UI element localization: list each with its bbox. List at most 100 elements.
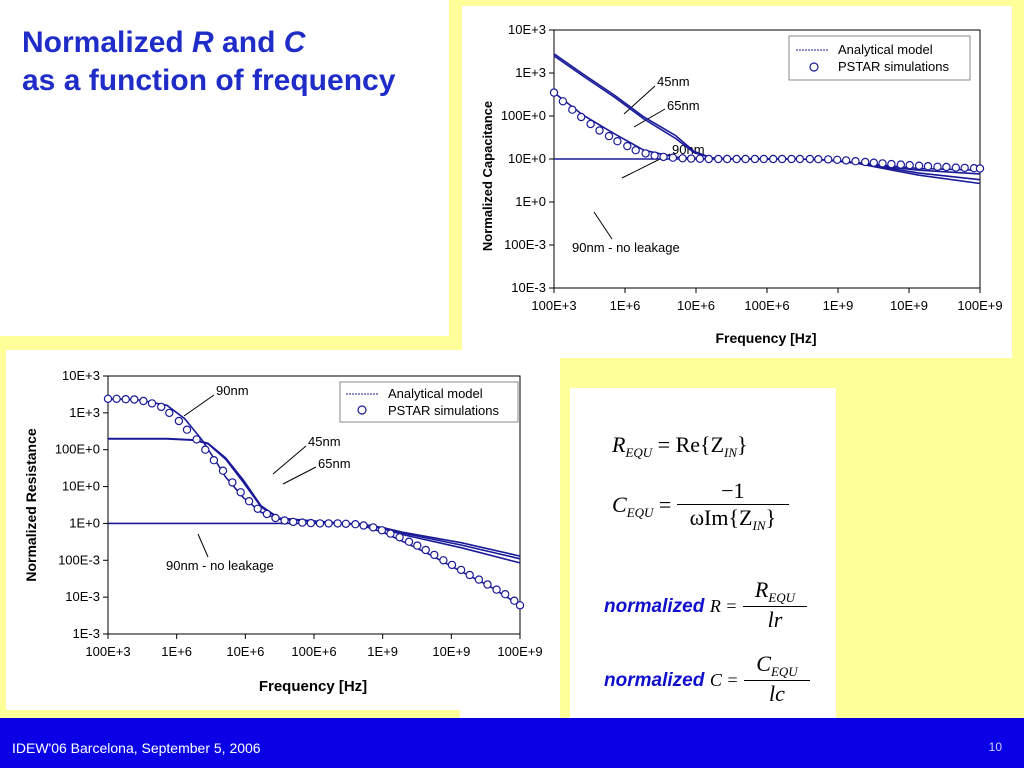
res-legend-analytical: Analytical model bbox=[388, 386, 483, 401]
capacitance-xtick-label: 10E+6 bbox=[677, 298, 715, 313]
slide-title: Normalized R and C as a function of freq… bbox=[22, 24, 395, 100]
capacitance-pstar-point bbox=[695, 154, 705, 163]
cap-legend-box bbox=[788, 35, 971, 81]
resistance-pstar-point bbox=[333, 519, 342, 528]
resistance-pstar-point bbox=[192, 435, 201, 444]
capacitance-pstar-point bbox=[549, 88, 559, 97]
capacitance-pstar-point bbox=[759, 154, 768, 164]
capacitance-pstar-point bbox=[887, 159, 896, 169]
capacitance-pstar-point bbox=[732, 154, 741, 164]
resistance-pstar-point bbox=[218, 466, 228, 475]
eq-norm-c-num: C bbox=[756, 651, 771, 676]
res-arrow-45nm bbox=[272, 445, 307, 475]
resistance-pstar-point bbox=[280, 516, 289, 525]
resistance-ytick-label: 1E+0 bbox=[69, 515, 100, 530]
capacitance-xtick-label: 100E+6 bbox=[744, 298, 789, 313]
eq-r-sub: EQU bbox=[625, 445, 653, 460]
resistance-ytick-label: 10E-3 bbox=[65, 589, 100, 604]
capacitance-pstar-point bbox=[923, 161, 933, 171]
capacitance-xtick-label: 10E+9 bbox=[890, 298, 928, 313]
capacitance-ytick-label: 1E+3 bbox=[515, 65, 546, 80]
capacitance-pstar-point bbox=[595, 126, 604, 135]
resistance-pstar-point bbox=[515, 601, 525, 610]
resistance-pstar-point bbox=[130, 395, 139, 404]
resistance-series-90nm-no-leakage bbox=[108, 522, 521, 557]
eq-c-den-text: ωIm{Z bbox=[689, 505, 753, 530]
eq-c-lhs: C bbox=[612, 491, 627, 517]
cap-legend-pstar: PSTAR simulations bbox=[838, 59, 950, 74]
cap-xlabel: Frequency [Hz] bbox=[715, 330, 816, 346]
resistance-pstar-point bbox=[510, 596, 519, 605]
res-label-noleak: 90nm - no leakage bbox=[166, 558, 274, 573]
capacitance-pstar-point bbox=[604, 131, 614, 141]
eq-norm-c: normalized C = CEQU lc bbox=[604, 651, 810, 707]
capacitance-pstar-point bbox=[951, 163, 960, 172]
capacitance-pstar-point bbox=[641, 149, 650, 158]
title-c: C bbox=[283, 26, 306, 59]
eq-r-zsub: IN bbox=[724, 445, 738, 460]
eq-norm-r-word: normalized bbox=[604, 596, 705, 617]
resistance-pstar-point bbox=[456, 565, 466, 575]
resistance-pstar-point bbox=[306, 518, 316, 528]
resistance-pstar-point bbox=[386, 529, 395, 538]
resistance-pstar-point bbox=[139, 396, 148, 406]
capacitance-pstar-point bbox=[905, 160, 914, 170]
capacitance-pstar-point bbox=[878, 159, 887, 168]
cap-ylabel: Normalized Capacitance bbox=[480, 101, 495, 251]
resistance-xtick-label: 100E+9 bbox=[497, 644, 542, 659]
capacitance-pstar-point bbox=[805, 154, 815, 164]
res-label-45nm: 45nm bbox=[308, 434, 341, 449]
resistance-pstar-point bbox=[341, 519, 351, 528]
capacitance-pstar-point bbox=[750, 154, 760, 164]
resistance-pstar-point bbox=[156, 402, 166, 412]
capacitance-pstar-point bbox=[631, 145, 640, 155]
capacitance-xtick-label: 100E+3 bbox=[531, 298, 576, 313]
resistance-pstar-point bbox=[315, 519, 325, 528]
capacitance-pstar-point bbox=[833, 155, 842, 164]
capacitance-pstar-point bbox=[824, 155, 833, 164]
capacitance-pstar-point bbox=[769, 154, 778, 164]
res-xlabel: Frequency [Hz] bbox=[259, 678, 367, 695]
resistance-pstar-point bbox=[253, 504, 262, 513]
capacitance-pstar-point bbox=[787, 154, 796, 164]
capacitance-pstar-point bbox=[704, 154, 713, 164]
resistance-pstar-point bbox=[244, 496, 254, 506]
eq-norm-r: normalized R = REQU lr bbox=[604, 577, 807, 633]
eq-c-den: ωIm{ZIN} bbox=[689, 505, 777, 533]
capacitance-pstar-point bbox=[586, 119, 595, 129]
cap-arrow-noleak bbox=[593, 211, 613, 240]
resistance-pstar-point bbox=[298, 518, 307, 527]
eq-r-rhs: = Re{Z bbox=[657, 432, 725, 457]
resistance-pstar-point bbox=[395, 533, 404, 542]
eq-norm-r-num: R bbox=[754, 577, 769, 602]
eq-c-num: −1 bbox=[676, 478, 789, 505]
eq-r-equ: REQU = Re{ZIN} bbox=[612, 432, 748, 461]
capacitance-pstar-point bbox=[814, 154, 823, 164]
resistance-pstar-point bbox=[165, 408, 174, 418]
resistance-pstar-point bbox=[351, 519, 360, 529]
title-text-b: and bbox=[213, 26, 284, 59]
capacitance-pstar-point bbox=[650, 151, 659, 160]
cap-arrow-45nm bbox=[623, 85, 656, 115]
capacitance-ytick-label: 100E+0 bbox=[501, 108, 546, 123]
resistance-pstar-point bbox=[174, 416, 184, 426]
capacitance-ytick-label: 100E-3 bbox=[504, 237, 546, 252]
resistance-ytick-label: 100E-3 bbox=[58, 552, 100, 567]
resistance-xtick-label: 1E+6 bbox=[161, 644, 192, 659]
capacitance-pstar-point bbox=[851, 156, 860, 166]
title-line2: as a function of frequency bbox=[22, 64, 396, 97]
capacitance-pstar-point bbox=[668, 153, 678, 162]
resistance-pstar-point bbox=[404, 537, 414, 546]
eq-norm-r-var: R = bbox=[709, 596, 738, 616]
resistance-pstar-point bbox=[413, 541, 422, 550]
resistance-ytick-label: 10E+0 bbox=[62, 479, 100, 494]
resistance-pstar-point bbox=[201, 445, 210, 454]
cap-label-noleak: 90nm - no leakage bbox=[572, 240, 680, 255]
cap-arrow-65nm bbox=[633, 108, 666, 128]
capacitance-pstar-point bbox=[960, 163, 969, 173]
resistance-pstar-point bbox=[228, 478, 237, 487]
capacitance-pstar-point bbox=[914, 161, 924, 170]
capacitance-xtick-label: 1E+6 bbox=[610, 298, 641, 313]
resistance-pstar-point bbox=[430, 550, 439, 560]
resistance-pstar-point bbox=[369, 523, 378, 532]
